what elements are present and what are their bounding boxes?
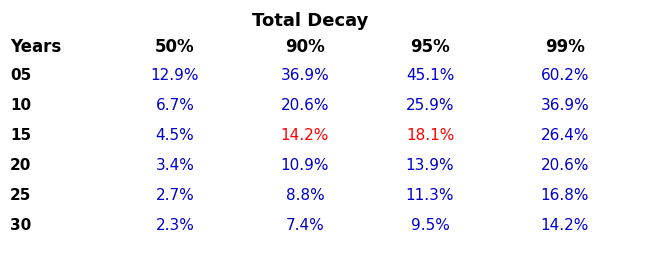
Text: 4.5%: 4.5% bbox=[155, 128, 194, 143]
Text: Total Decay: Total Decay bbox=[252, 12, 368, 30]
Text: 50%: 50% bbox=[155, 38, 195, 56]
Text: 9.5%: 9.5% bbox=[411, 218, 450, 233]
Text: 90%: 90% bbox=[285, 38, 325, 56]
Text: 30: 30 bbox=[10, 218, 31, 233]
Text: 8.8%: 8.8% bbox=[285, 188, 324, 203]
Text: 60.2%: 60.2% bbox=[541, 68, 589, 83]
Text: 36.9%: 36.9% bbox=[541, 98, 590, 113]
Text: 20.6%: 20.6% bbox=[541, 158, 589, 173]
Text: 25.9%: 25.9% bbox=[406, 98, 454, 113]
Text: 3.4%: 3.4% bbox=[155, 158, 194, 173]
Text: 25: 25 bbox=[10, 188, 31, 203]
Text: 20.6%: 20.6% bbox=[281, 98, 329, 113]
Text: 45.1%: 45.1% bbox=[406, 68, 454, 83]
Text: 99%: 99% bbox=[545, 38, 585, 56]
Text: 11.3%: 11.3% bbox=[406, 188, 454, 203]
Text: 2.7%: 2.7% bbox=[155, 188, 194, 203]
Text: 14.2%: 14.2% bbox=[281, 128, 329, 143]
Text: 7.4%: 7.4% bbox=[285, 218, 324, 233]
Text: Years: Years bbox=[10, 38, 61, 56]
Text: 95%: 95% bbox=[410, 38, 450, 56]
Text: 12.9%: 12.9% bbox=[151, 68, 199, 83]
Text: 10.9%: 10.9% bbox=[281, 158, 329, 173]
Text: 10: 10 bbox=[10, 98, 31, 113]
Text: 05: 05 bbox=[10, 68, 31, 83]
Text: 16.8%: 16.8% bbox=[541, 188, 589, 203]
Text: 6.7%: 6.7% bbox=[155, 98, 194, 113]
Text: 13.9%: 13.9% bbox=[406, 158, 454, 173]
Text: 2.3%: 2.3% bbox=[155, 218, 194, 233]
Text: 15: 15 bbox=[10, 128, 31, 143]
Text: 26.4%: 26.4% bbox=[541, 128, 589, 143]
Text: 14.2%: 14.2% bbox=[541, 218, 589, 233]
Text: 18.1%: 18.1% bbox=[406, 128, 454, 143]
Text: 20: 20 bbox=[10, 158, 31, 173]
Text: 36.9%: 36.9% bbox=[281, 68, 330, 83]
